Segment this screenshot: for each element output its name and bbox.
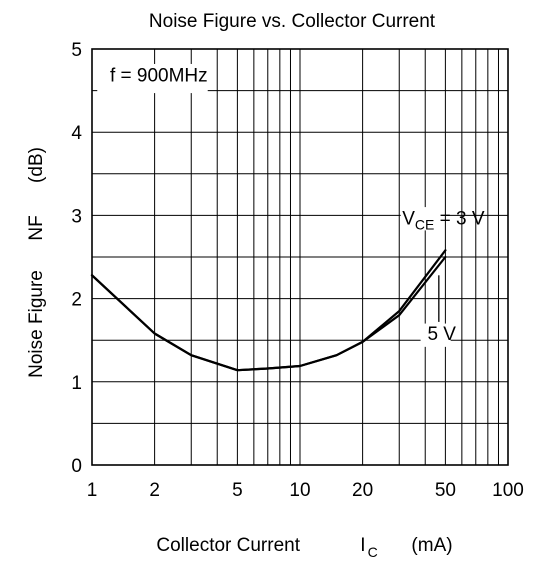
- condition-label: f = 900MHz: [110, 65, 208, 86]
- series-label-1: VCE = 3 V: [402, 209, 485, 233]
- x-tick-label: 10: [289, 480, 310, 501]
- series-line-2: [90, 255, 447, 372]
- series-label-box-2: [420, 323, 451, 347]
- x-tick-label: 50: [435, 480, 456, 501]
- x-tick-label: 5: [232, 480, 243, 501]
- x-tick-label: 20: [352, 480, 373, 501]
- x-tick-label: 100: [492, 480, 524, 501]
- x-tick-label: 1: [87, 480, 98, 501]
- x-axis-label: Collector Current: [156, 535, 300, 556]
- y-tick-label: 3: [71, 206, 82, 227]
- series-label-box-1: [400, 207, 444, 231]
- plot-frame: [91, 48, 509, 466]
- chart-title: Noise Figure vs. Collector Current: [149, 11, 436, 32]
- x-axis-unit: (mA): [411, 535, 452, 556]
- series-label-2: 5 V: [427, 324, 456, 345]
- y-tick-label: 1: [71, 373, 82, 394]
- y-axis-symbol: NF: [26, 215, 47, 240]
- condition-box: [97, 63, 208, 94]
- y-tick-label: 0: [71, 456, 82, 477]
- x-tick-label: 2: [149, 480, 160, 501]
- y-tick-label: 4: [71, 123, 82, 144]
- y-axis-label: Noise Figure: [26, 270, 47, 378]
- y-axis-unit: (dB): [26, 147, 47, 183]
- annotations: f = 900MHz VCE = 3 V 5 V: [97, 63, 485, 347]
- series-line-1: [90, 249, 447, 372]
- series-lines: [90, 249, 447, 372]
- y-tick-label: 5: [71, 40, 82, 61]
- y-tick-label: 2: [71, 290, 82, 311]
